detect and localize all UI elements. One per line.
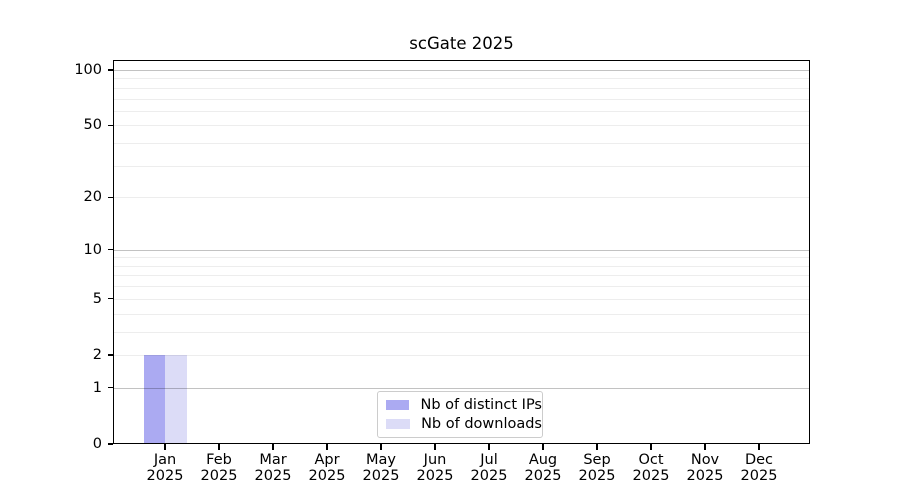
y-tick bbox=[107, 124, 113, 126]
legend-item-distinct-ips: Nb of distinct IPs bbox=[386, 396, 542, 415]
gridline-major bbox=[114, 387, 810, 389]
y-tick bbox=[107, 196, 113, 198]
legend-label-distinct-ips: Nb of distinct IPs bbox=[420, 397, 542, 413]
y-tick bbox=[107, 249, 113, 251]
bar-distinct-ips bbox=[143, 354, 165, 444]
legend-swatch-downloads bbox=[386, 418, 411, 430]
legend-label-downloads: Nb of downloads bbox=[421, 416, 542, 432]
gridline-major bbox=[114, 249, 810, 251]
x-tick-label: May 2025 bbox=[362, 452, 400, 484]
x-tick bbox=[650, 444, 652, 450]
legend-item-downloads: Nb of downloads bbox=[386, 415, 542, 434]
y-tick-label: 5 bbox=[92, 290, 102, 307]
gridline-minor bbox=[114, 98, 810, 100]
gridline-minor bbox=[114, 110, 810, 112]
y-tick bbox=[107, 69, 113, 71]
gridline-minor bbox=[114, 286, 810, 288]
x-tick-label: Jul 2025 bbox=[470, 452, 508, 484]
gridline-minor bbox=[114, 298, 810, 300]
x-tick-label: Sep 2025 bbox=[578, 452, 616, 484]
gridline-minor bbox=[114, 87, 810, 89]
x-tick-label: Jun 2025 bbox=[416, 452, 454, 484]
x-tick-label: Feb 2025 bbox=[200, 452, 238, 484]
gridline-minor bbox=[114, 265, 810, 267]
x-tick bbox=[218, 444, 220, 450]
gridline-minor bbox=[114, 313, 810, 315]
x-tick bbox=[164, 444, 166, 450]
gridline-minor bbox=[114, 165, 810, 167]
y-tick-label: 0 bbox=[92, 436, 102, 452]
x-tick bbox=[488, 444, 490, 450]
x-tick bbox=[542, 444, 544, 450]
x-tick bbox=[272, 444, 274, 450]
gridline-minor bbox=[114, 197, 810, 199]
x-tick-label: Nov 2025 bbox=[686, 452, 724, 484]
gridline-minor bbox=[114, 78, 810, 80]
y-tick bbox=[107, 387, 113, 389]
x-tick-label: Mar 2025 bbox=[254, 452, 292, 484]
gridline-major bbox=[114, 69, 810, 71]
legend-swatch-distinct-ips bbox=[386, 399, 410, 411]
gridline-minor bbox=[114, 257, 810, 259]
y-tick-label: 50 bbox=[83, 117, 102, 134]
x-tick-label: Dec 2025 bbox=[740, 452, 778, 484]
x-tick bbox=[596, 444, 598, 450]
x-tick bbox=[758, 444, 760, 450]
x-tick-label: Aug 2025 bbox=[524, 452, 562, 484]
y-tick bbox=[107, 443, 113, 445]
gridline-minor bbox=[114, 125, 810, 127]
axis-frame bbox=[113, 60, 810, 444]
x-tick bbox=[704, 444, 706, 450]
legend: Nb of distinct IPs Nb of downloads bbox=[377, 391, 543, 438]
x-tick-label: Jan 2025 bbox=[146, 452, 184, 484]
y-tick bbox=[107, 298, 113, 300]
bar-downloads bbox=[165, 354, 187, 444]
y-tick-label: 20 bbox=[83, 189, 102, 206]
y-tick bbox=[107, 354, 113, 356]
x-tick bbox=[380, 444, 382, 450]
x-tick-label: Oct 2025 bbox=[632, 452, 670, 484]
gridline-minor bbox=[114, 354, 810, 356]
gridline-minor bbox=[114, 331, 810, 333]
gridline-minor bbox=[114, 275, 810, 277]
gridline-minor bbox=[114, 143, 810, 145]
y-tick-label: 100 bbox=[74, 61, 102, 78]
y-tick-label: 2 bbox=[92, 346, 102, 363]
x-tick bbox=[326, 444, 328, 450]
x-tick-label: Apr 2025 bbox=[308, 452, 346, 484]
chart-title: scGate 2025 bbox=[409, 34, 514, 53]
y-tick-label: 10 bbox=[83, 241, 102, 258]
x-tick bbox=[434, 444, 436, 450]
y-tick-label: 1 bbox=[92, 379, 102, 396]
